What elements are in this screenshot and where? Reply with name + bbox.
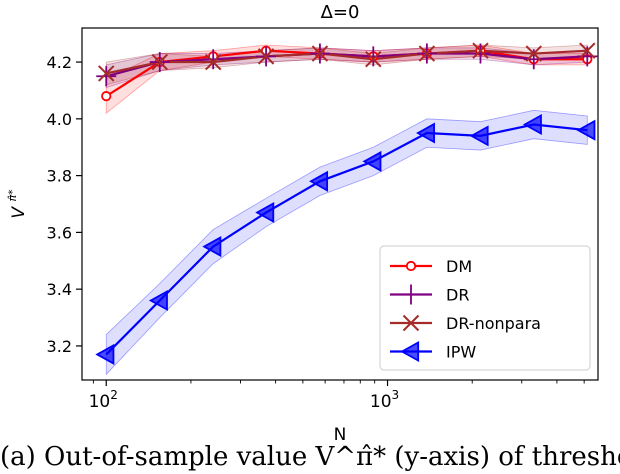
point-dr-nonpara <box>525 45 542 62</box>
x-axis: 102 103 <box>89 380 585 412</box>
y-tick-label: 3.6 <box>47 223 72 242</box>
legend: DM DR DR-nonpara IPW <box>379 245 591 371</box>
point-dm <box>101 91 112 102</box>
x-axis-label: N <box>334 425 347 445</box>
band-ipw <box>105 109 588 376</box>
point-dr-nonpara <box>151 53 168 71</box>
svg-text:V π̂*: V π̂* <box>6 189 29 219</box>
y-tick-label: 4.2 <box>47 53 72 72</box>
legend-marker-dr-nonpara <box>402 314 420 332</box>
point-ipw <box>148 289 168 312</box>
point-dr-nonpara <box>365 51 382 68</box>
x-tick-label-base: 10 <box>89 392 111 412</box>
point-dr <box>363 46 384 67</box>
y-tick-label: 3.4 <box>47 280 72 299</box>
point-ipw <box>95 343 115 365</box>
legend-box <box>379 245 591 371</box>
band-dr-nonpara <box>105 44 588 86</box>
legend-marker-dm <box>405 260 417 272</box>
x-tick-label: 103 <box>370 388 399 412</box>
series-lines <box>105 49 588 356</box>
figure-caption-text: (a) Out-of-sample value V^π̂* (y-axis) o… <box>0 442 620 472</box>
point-dr-nonpara <box>579 42 596 59</box>
y-axis-label-base: V <box>9 206 29 219</box>
y-axis: 3.2 3.4 3.6 3.8 4.0 4.2 <box>47 53 82 356</box>
legend-label-ipw: IPW <box>446 343 476 362</box>
point-dr-nonpara <box>98 65 115 82</box>
line-dr-nonpara <box>106 49 588 75</box>
legend-marker-dr <box>401 284 421 305</box>
y-tick-label: 4.0 <box>47 110 72 129</box>
point-dr-nonpara <box>204 53 222 71</box>
figure-caption: (a) Out-of-sample value V^π̂* (y-axis) o… <box>0 442 620 474</box>
point-dr <box>203 49 224 70</box>
point-dr-nonpara <box>472 42 489 59</box>
point-ipw <box>309 170 329 192</box>
legend-label-dm: DM <box>446 257 472 276</box>
point-ipw <box>576 119 596 141</box>
y-tick-label: 3.8 <box>47 167 72 186</box>
point-dr <box>470 43 491 64</box>
y-tick-label: 3.2 <box>47 337 72 356</box>
x-tick-label: 102 <box>89 388 118 412</box>
x-tick-label-base: 10 <box>370 392 392 412</box>
point-ipw <box>255 201 275 224</box>
x-tick-label-exp: 3 <box>392 388 400 402</box>
legend-marker-ipw <box>400 340 420 363</box>
point-dr-nonpara <box>418 45 436 62</box>
line-ipw <box>105 123 588 356</box>
point-ipw <box>362 150 382 172</box>
point-dr <box>96 66 117 87</box>
point-ipw <box>202 236 222 258</box>
legend-label-dr: DR <box>446 286 469 305</box>
x-tick-label-exp: 2 <box>110 388 118 402</box>
point-ipw <box>416 122 435 144</box>
line-dr <box>105 52 588 78</box>
series-markers <box>95 42 598 365</box>
point-dr-nonpara <box>257 48 275 65</box>
point-ipw <box>522 113 542 136</box>
plot-frame <box>81 27 599 381</box>
chart-title: Δ=0 <box>321 2 360 23</box>
legend-label-dr-nonpara: DR-nonpara <box>446 314 541 333</box>
point-dr-nonpara <box>311 45 329 62</box>
y-axis-label-exp: π̂* <box>6 189 19 202</box>
point-ipw <box>469 125 489 147</box>
y-axis-label: V π̂* <box>6 189 29 219</box>
